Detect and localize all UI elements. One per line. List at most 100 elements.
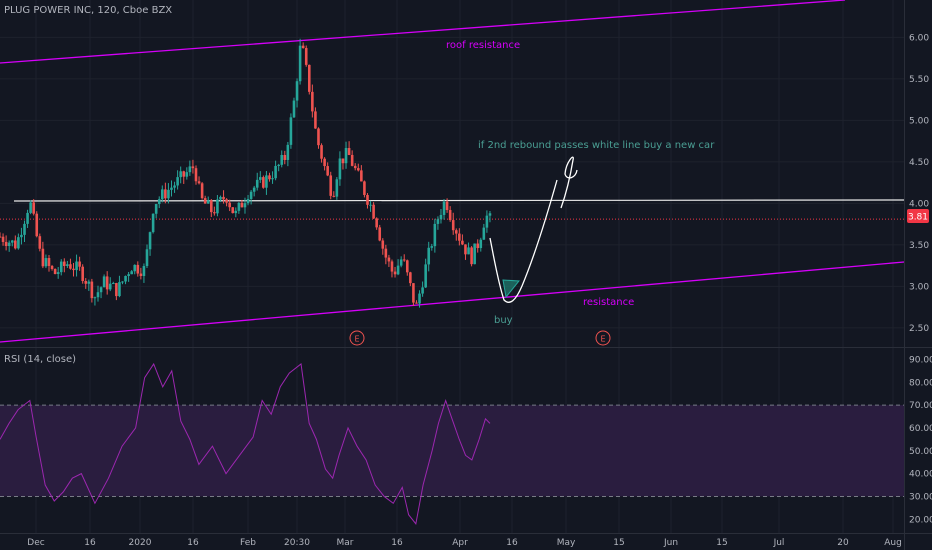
price-tag: 3.81 <box>907 209 929 223</box>
candle-body <box>427 247 431 265</box>
candle-body <box>191 166 195 169</box>
candle-body <box>1 236 5 242</box>
candle-body <box>124 275 127 282</box>
candle-body <box>255 179 259 188</box>
candle-body <box>130 271 133 275</box>
candle-body <box>237 202 241 211</box>
candle-body <box>384 248 388 258</box>
roof-resistance-line <box>0 0 846 64</box>
target-squiggle <box>560 156 578 209</box>
candle-body <box>482 227 486 240</box>
candle-body <box>203 198 207 204</box>
candle-body <box>439 214 443 220</box>
candle-body <box>225 199 228 203</box>
candle-body <box>66 264 69 266</box>
price-axis-label: 4.00 <box>909 199 929 209</box>
candle-body <box>387 257 391 262</box>
time-axis-label: Mar <box>337 538 354 548</box>
candle-body <box>353 165 357 169</box>
candle-body <box>467 247 470 255</box>
candle-body <box>4 241 8 247</box>
price-axis-label: 5.50 <box>909 75 929 85</box>
candle-body <box>412 283 415 303</box>
candle-body <box>246 198 250 204</box>
resistance-trendline <box>0 261 905 343</box>
candle-body <box>194 168 198 182</box>
candle-body <box>53 268 57 274</box>
candle-body <box>454 230 458 234</box>
rsi-axis-label: 30.00 <box>909 492 932 502</box>
rsi-band <box>0 404 904 497</box>
candle-body <box>473 243 476 265</box>
candle-body <box>7 242 11 247</box>
candle-body <box>372 204 375 219</box>
candle-body <box>99 287 103 293</box>
candles <box>0 38 492 308</box>
candle-body <box>102 276 106 288</box>
candle-body <box>488 213 492 216</box>
candle-body <box>258 177 262 180</box>
earnings-marker-2[interactable]: E <box>595 330 611 346</box>
candle-body <box>320 145 323 159</box>
candle-body <box>249 191 253 199</box>
candle-body <box>216 199 219 214</box>
candle-body <box>433 223 437 247</box>
candle-body <box>127 274 130 276</box>
candle-body <box>222 196 225 200</box>
earnings-marker-1[interactable]: E <box>349 330 365 346</box>
time-axis-label: Aug <box>884 538 902 548</box>
candle-body <box>396 265 400 275</box>
rsi-axis-label: 60.00 <box>909 424 932 434</box>
candle-body <box>167 189 170 199</box>
candle-body <box>366 194 369 205</box>
time-axis-label: Dec <box>27 538 44 548</box>
candle-body <box>262 177 265 188</box>
candle-body <box>35 213 39 237</box>
candle-body <box>115 283 118 297</box>
candle-body <box>14 240 17 249</box>
candle-body <box>421 287 424 294</box>
candle-body <box>418 293 421 304</box>
candle-body <box>0 236 2 238</box>
candle-body <box>23 223 26 235</box>
candle-body <box>200 183 204 199</box>
earnings-marker-label: E <box>600 335 605 344</box>
candle-body <box>59 261 63 273</box>
candle-body <box>280 155 284 165</box>
time-axis-label: 15 <box>613 538 624 548</box>
price-axis-label: 2.50 <box>909 324 929 334</box>
candle-body <box>72 268 75 271</box>
time-axis-label: May <box>557 538 576 548</box>
candle-body <box>347 148 351 155</box>
rsi-axis-label: 70.00 <box>909 401 932 411</box>
candle-body <box>295 81 299 101</box>
candle-body <box>326 166 329 176</box>
white-horizontal-line <box>13 199 905 202</box>
price-axis-label: 3.00 <box>909 282 929 292</box>
candle-body <box>378 227 382 241</box>
candle-body <box>289 117 293 145</box>
candle-body <box>105 276 109 290</box>
candle-body <box>29 202 32 213</box>
rsi-axis-label: 90.00 <box>909 355 932 365</box>
candle-body <box>44 258 48 267</box>
candle-body <box>451 220 455 231</box>
candle-body <box>112 283 115 285</box>
time-axis-label: 2020 <box>129 538 152 548</box>
time-axis-label: Jun <box>663 538 678 548</box>
candle-body <box>185 172 189 177</box>
candle-body <box>332 195 336 197</box>
candle-body <box>402 259 406 261</box>
price-axis-label: 4.50 <box>909 158 929 168</box>
candle-body <box>161 189 164 200</box>
candle-body <box>317 128 320 146</box>
candle-body <box>329 175 333 196</box>
candle-body <box>311 91 314 112</box>
candle-body <box>304 48 308 65</box>
candle-body <box>151 213 155 233</box>
candle-body <box>240 202 244 208</box>
time-axis-label: Jul <box>773 538 785 548</box>
candle-body <box>133 264 137 272</box>
candle-body <box>323 158 326 167</box>
candle-body <box>197 181 201 184</box>
